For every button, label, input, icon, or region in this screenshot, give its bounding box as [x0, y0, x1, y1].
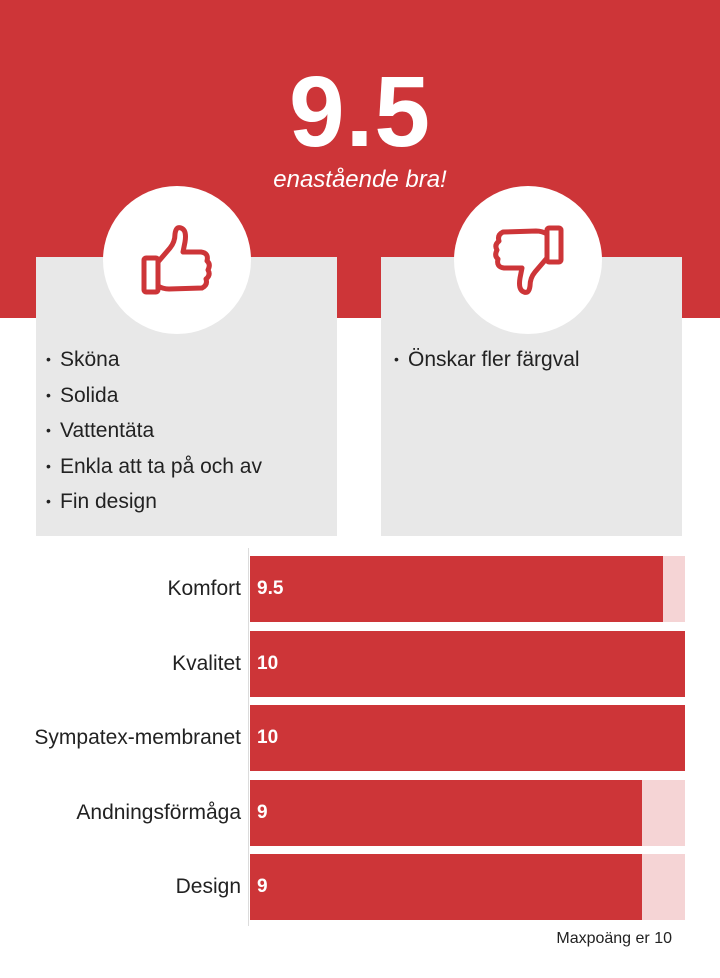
bullet: •	[46, 386, 51, 403]
bar-value-label: 9.5	[257, 578, 284, 599]
score-bar-chart: Komfort 9.5 Kvalitet 10 Sympatex-membranet 10…	[0, 548, 720, 928]
thumbs-up-icon	[141, 225, 212, 295]
pros-item: • Sköna	[46, 342, 262, 378]
bullet: •	[46, 351, 51, 367]
bar-track: 9.5	[250, 556, 685, 622]
category-label: Sympatex-membranet	[34, 726, 241, 749]
pros-item: • Enkla att ta på och av	[46, 449, 262, 485]
bar-value-label: 10	[257, 652, 279, 674]
pros-list: • Sköna • Solida • Vattentäta • Enkla att ta…	[46, 342, 262, 520]
bullet: •	[46, 422, 51, 438]
pros-icon-circle	[103, 186, 251, 334]
pros-item: • Vattentäta	[46, 413, 262, 449]
overall-score: 9.5	[288, 56, 431, 168]
cons-list: • Önskar fler färgval	[394, 342, 580, 378]
bar	[250, 854, 642, 920]
bar-track: 10	[250, 705, 685, 771]
max-score-note: Maxpoäng er 10	[556, 930, 672, 947]
category-label: Komfort	[167, 577, 241, 600]
pros-item: • Solida	[46, 378, 262, 414]
category-label: Design	[175, 875, 241, 898]
bar	[250, 630, 685, 697]
bullet: •	[46, 493, 51, 509]
chart-axis-line	[248, 548, 249, 926]
category-label: Kvalitet	[172, 651, 241, 675]
bar-value-label: 9	[257, 801, 268, 823]
bar	[250, 779, 642, 846]
bar	[250, 556, 664, 622]
bar-track: 9	[250, 779, 685, 846]
bar-value-label: 10	[257, 727, 279, 748]
bullet: •	[46, 457, 51, 474]
cons-item: • Önskar fler färgval	[394, 342, 580, 378]
bar-track: 9	[250, 854, 685, 920]
pros-item: • Fin design	[46, 484, 262, 520]
bar-value-label: 9	[257, 876, 268, 897]
bar-track: 10	[250, 630, 685, 697]
thumbs-down-icon	[493, 225, 564, 295]
cons-icon-circle	[454, 186, 602, 334]
score-tagline: enastående bra!	[273, 166, 447, 193]
bar	[250, 705, 685, 771]
category-label: Andningsförmåga	[76, 800, 241, 824]
bullet: •	[394, 351, 399, 367]
